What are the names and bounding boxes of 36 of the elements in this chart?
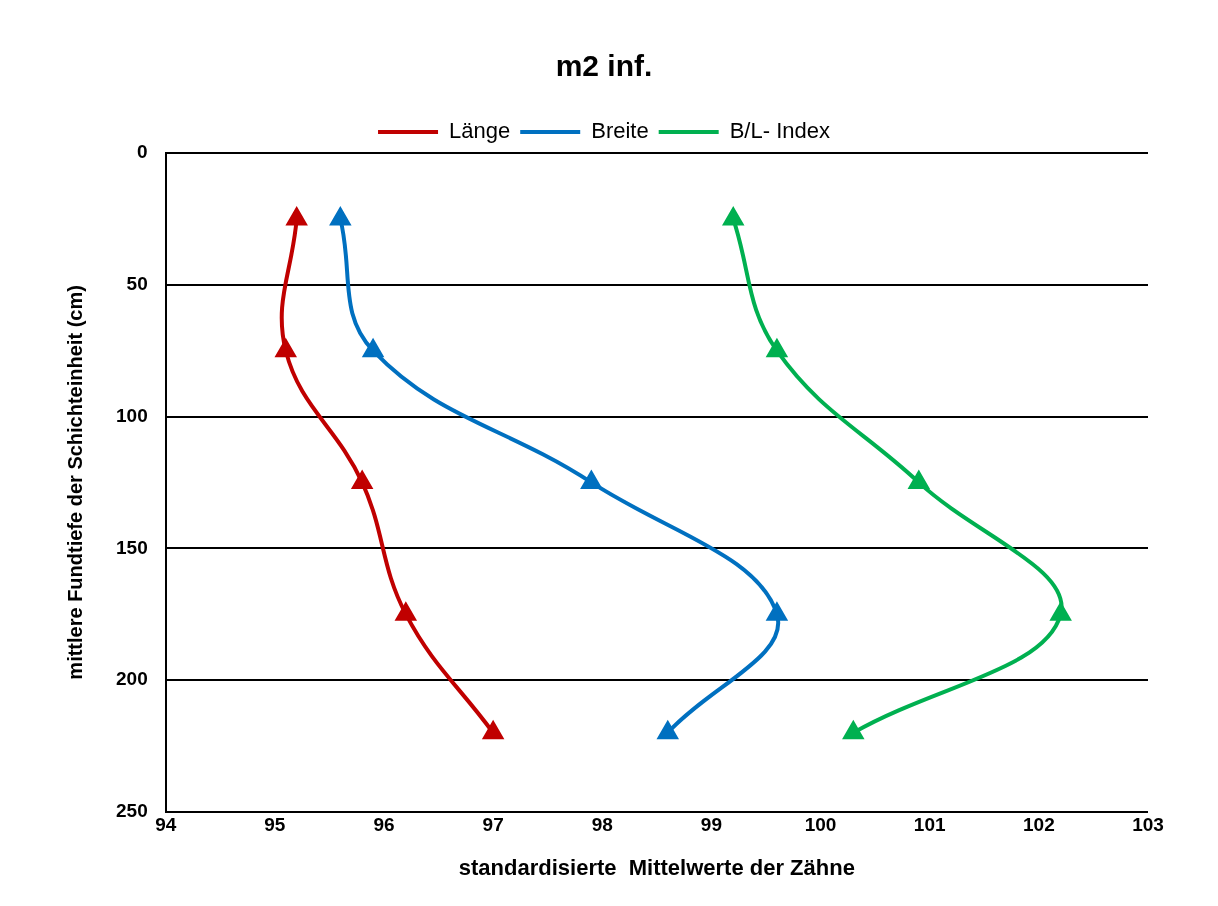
point (723, 207, 744, 226)
point (286, 207, 307, 226)
y-axis-title: mittlere Fundtiefe der Schichteinheit (cm) (63, 285, 86, 680)
x-tick-label: 100 (804, 814, 837, 836)
point (842, 719, 865, 740)
y-tick-label: 250 (116, 800, 148, 822)
x-tick-label: 97 (482, 814, 504, 836)
point (330, 207, 351, 226)
x-tick-label: 95 (264, 814, 286, 836)
x-tick-label: 94 (155, 814, 177, 836)
point (581, 471, 602, 489)
x-tick-label: 103 (1132, 814, 1164, 836)
y-tick-label: 150 (116, 536, 148, 558)
point (1050, 603, 1071, 621)
legend-label: B/L- Index (729, 118, 830, 144)
x-tick-label: 101 (913, 814, 946, 836)
legend-label: Breite (591, 118, 649, 144)
x-tick-label: 99 (700, 814, 722, 836)
point (765, 337, 788, 358)
y-tick-label: 100 (116, 404, 148, 426)
point (909, 471, 929, 489)
point (396, 603, 416, 621)
legend-label: Länge (449, 118, 511, 144)
point (767, 603, 787, 621)
x-tick-label: 96 (373, 814, 395, 836)
point (274, 337, 297, 358)
x-tick-label: 98 (591, 814, 613, 836)
y-tick-label: 0 (137, 141, 148, 163)
y-tick-label: 200 (116, 668, 148, 690)
x-axis-title: standardisierte Mittelwerte der Zähne (458, 854, 855, 880)
point (482, 719, 505, 740)
chart-title: m2 inf. (555, 49, 653, 83)
y-tick-label: 50 (126, 272, 148, 294)
point (352, 471, 372, 489)
point (656, 719, 679, 740)
x-tick-label: 102 (1023, 814, 1055, 836)
